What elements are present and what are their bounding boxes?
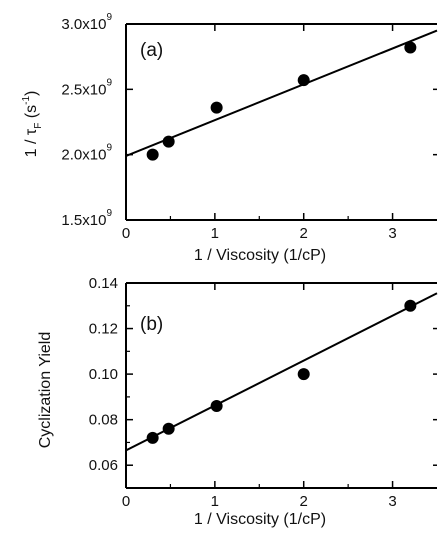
x-tick-label: 3 xyxy=(388,493,396,510)
x-tick-label: 1 xyxy=(211,225,219,242)
data-point xyxy=(210,400,223,412)
data-point xyxy=(404,299,417,312)
y-tick-mantissa: 2.0x10 xyxy=(61,147,106,164)
data-point xyxy=(162,135,175,148)
data-point xyxy=(146,431,159,444)
x-tick-label: 2 xyxy=(300,493,308,510)
x-axis-title: 1 / Viscosity (1/cP) xyxy=(194,247,326,264)
x-tick-label: 1 xyxy=(211,493,219,510)
y-tick-label: 3.0x109 xyxy=(61,12,112,33)
y-tick-exponent: 9 xyxy=(106,77,112,88)
y-tick-exponent: 9 xyxy=(106,208,112,219)
data-point xyxy=(297,368,310,381)
data-point xyxy=(210,101,223,114)
data-point xyxy=(404,41,417,54)
y-tick-label: 2.0x109 xyxy=(61,143,112,164)
y-title-superscript: -1 xyxy=(21,96,32,105)
data-point xyxy=(162,422,175,435)
y-tick-label: 0.12 xyxy=(89,321,118,338)
y-tick-label: 1.5x109 xyxy=(61,208,112,229)
y-tick-label: 0.10 xyxy=(89,366,118,383)
x-tick-label: 2 xyxy=(300,225,308,242)
fit-line xyxy=(125,29,438,157)
y-axis-title: 1 / τF (s-1) xyxy=(21,91,44,158)
x-tick-label: 0 xyxy=(122,493,130,510)
y-title-unit: (s xyxy=(23,105,40,123)
y-tick-label: 2.5x109 xyxy=(61,77,112,98)
y-tick-mantissa: 1.5x10 xyxy=(61,212,106,229)
x-tick-label: 0 xyxy=(122,225,130,242)
panel-label: (a) xyxy=(140,40,163,61)
y-tick-label: 0.14 xyxy=(89,275,118,292)
y-title-main: 1 / τ xyxy=(23,128,40,157)
y-tick-exponent: 9 xyxy=(106,143,112,154)
y-title-close: ) xyxy=(23,91,40,96)
y-axis-title: Cyclization Yield xyxy=(37,332,54,449)
y-tick-label: 0.06 xyxy=(89,457,118,474)
y-tick-mantissa: 3.0x10 xyxy=(61,16,106,33)
y-title-subscript: F xyxy=(33,123,44,129)
y-tick-exponent: 9 xyxy=(106,12,112,23)
panel-b: 0 1 2 3 0.06 0.08 0.10 0.12 0.14 (b) 1 / Viscosity… xyxy=(37,275,438,528)
data-point xyxy=(297,74,310,87)
panel-label: (b) xyxy=(140,314,163,335)
y-tick-mantissa: 2.5x10 xyxy=(61,81,106,98)
data-point xyxy=(146,148,159,161)
fit-line xyxy=(125,292,438,452)
x-tick-label: 3 xyxy=(388,225,396,242)
x-axis-title: 1 / Viscosity (1/cP) xyxy=(194,511,326,528)
y-tick-label: 0.08 xyxy=(89,412,118,429)
